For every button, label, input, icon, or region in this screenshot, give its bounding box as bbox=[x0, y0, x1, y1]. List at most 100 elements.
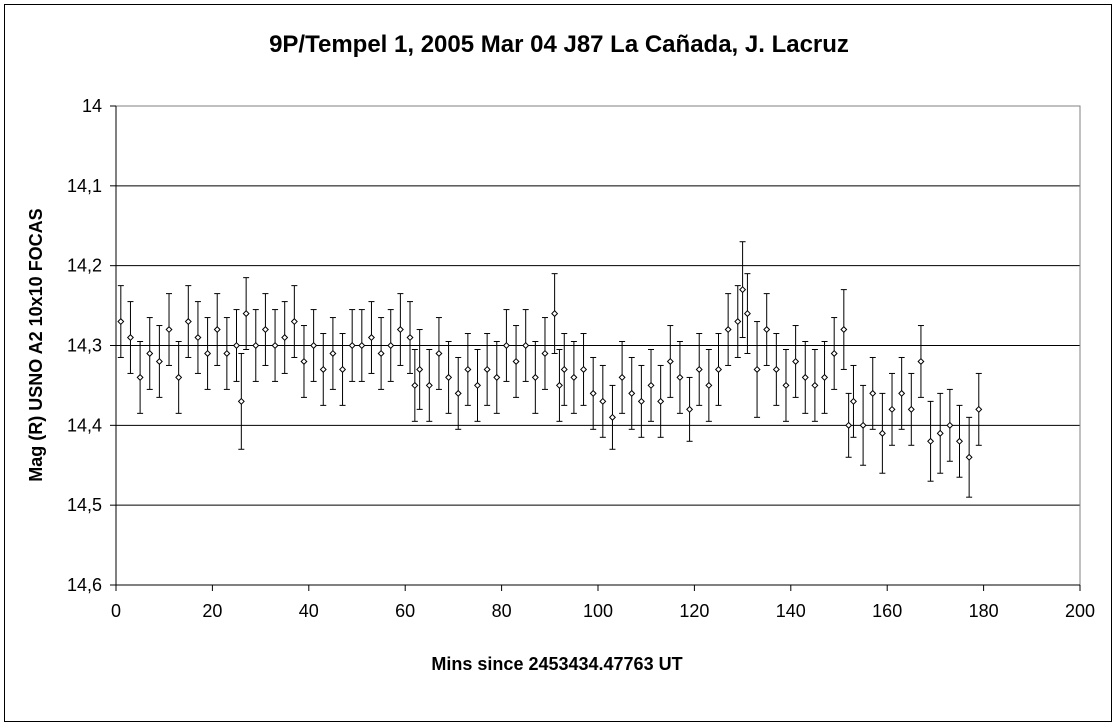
y-tick-label: 14,2 bbox=[67, 256, 102, 276]
data-point bbox=[840, 326, 848, 334]
data-point bbox=[801, 373, 809, 381]
data-point bbox=[175, 373, 183, 381]
data-point bbox=[753, 365, 761, 373]
data-point bbox=[695, 365, 703, 373]
y-tick-label: 14 bbox=[82, 96, 102, 116]
data-point bbox=[339, 365, 347, 373]
data-points bbox=[117, 241, 983, 498]
data-point bbox=[907, 405, 915, 413]
data-point bbox=[772, 365, 780, 373]
data-point bbox=[975, 405, 983, 413]
data-point bbox=[531, 373, 539, 381]
grid-lines bbox=[116, 185, 1080, 506]
data-point bbox=[406, 334, 414, 342]
data-point bbox=[946, 421, 954, 429]
x-tick-label: 160 bbox=[872, 601, 902, 621]
data-point bbox=[522, 341, 530, 350]
data-point bbox=[483, 365, 491, 373]
data-point bbox=[647, 381, 655, 389]
data-point bbox=[223, 349, 231, 357]
data-point bbox=[541, 349, 549, 357]
data-point bbox=[493, 373, 501, 381]
data-point bbox=[580, 365, 588, 373]
data-point bbox=[464, 365, 472, 373]
x-tick-label: 60 bbox=[395, 601, 415, 621]
x-tick-label: 20 bbox=[202, 601, 222, 621]
data-point bbox=[146, 349, 154, 357]
data-point bbox=[878, 429, 886, 437]
x-tick-label: 0 bbox=[111, 601, 121, 621]
y-tick-label: 14,4 bbox=[67, 415, 102, 435]
data-point bbox=[473, 381, 482, 389]
data-point bbox=[666, 357, 674, 365]
y-tick-label: 14,1 bbox=[67, 176, 102, 196]
data-point bbox=[888, 405, 896, 413]
data-point bbox=[271, 341, 279, 350]
data-point bbox=[136, 373, 144, 381]
data-point bbox=[599, 397, 607, 405]
data-point bbox=[782, 381, 790, 389]
data-point bbox=[965, 453, 973, 461]
data-point bbox=[184, 318, 192, 326]
y-tick-label: 14,5 bbox=[67, 495, 102, 515]
data-point bbox=[204, 349, 212, 357]
data-point bbox=[319, 365, 327, 373]
y-tick-label: 14,3 bbox=[67, 336, 102, 356]
data-point bbox=[165, 326, 173, 334]
data-point bbox=[329, 349, 337, 357]
data-point bbox=[955, 437, 964, 445]
data-point bbox=[589, 389, 597, 397]
data-point bbox=[213, 326, 221, 334]
y-axis-label: Mag (R) USNO A2 10x10 FOCAS bbox=[26, 208, 46, 481]
x-tick-label: 180 bbox=[969, 601, 999, 621]
data-point bbox=[117, 318, 125, 326]
data-point bbox=[416, 365, 424, 373]
data-point bbox=[281, 334, 289, 342]
data-point bbox=[792, 357, 800, 365]
y-tick-label: 14,6 bbox=[67, 575, 102, 595]
data-point bbox=[705, 381, 713, 389]
data-point bbox=[155, 357, 163, 365]
data-point bbox=[367, 334, 375, 342]
data-point bbox=[358, 341, 366, 350]
x-tick-label: 140 bbox=[776, 601, 806, 621]
data-point bbox=[763, 326, 771, 334]
data-point bbox=[502, 341, 510, 350]
data-point bbox=[859, 421, 867, 429]
data-point bbox=[686, 405, 694, 413]
data-point bbox=[724, 326, 732, 334]
x-tick-label: 200 bbox=[1065, 601, 1095, 621]
data-point bbox=[454, 389, 462, 397]
data-point bbox=[657, 397, 665, 405]
x-tick-label: 120 bbox=[679, 601, 709, 621]
data-point bbox=[242, 310, 250, 318]
data-point bbox=[232, 341, 241, 350]
data-point bbox=[512, 357, 520, 365]
data-point bbox=[425, 381, 433, 389]
data-point bbox=[618, 373, 626, 381]
x-axis-label: Mins since 2453434.47763 UT bbox=[431, 654, 682, 674]
data-point bbox=[811, 381, 819, 389]
data-point bbox=[252, 341, 260, 350]
x-tick-label: 80 bbox=[492, 601, 512, 621]
data-point bbox=[194, 334, 202, 342]
data-point bbox=[869, 389, 877, 397]
data-point bbox=[300, 357, 308, 365]
data-point bbox=[628, 389, 636, 397]
data-point bbox=[310, 341, 318, 350]
x-tick-label: 40 bbox=[299, 601, 319, 621]
data-point bbox=[676, 373, 684, 381]
data-point bbox=[743, 310, 751, 318]
chart-title: 9P/Tempel 1, 2005 Mar 04 J87 La Cañada, … bbox=[269, 31, 849, 58]
data-point bbox=[608, 413, 616, 421]
data-point bbox=[830, 349, 838, 357]
data-point bbox=[435, 349, 443, 357]
x-tick-label: 100 bbox=[583, 601, 613, 621]
data-point bbox=[348, 341, 356, 350]
data-point bbox=[714, 365, 723, 373]
data-point bbox=[734, 318, 742, 326]
data-point bbox=[739, 286, 747, 294]
data-point bbox=[551, 310, 559, 318]
data-point bbox=[849, 397, 857, 405]
data-point bbox=[237, 397, 245, 405]
